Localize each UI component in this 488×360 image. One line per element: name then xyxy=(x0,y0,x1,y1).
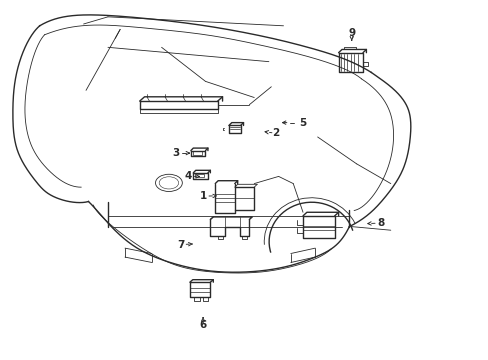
Text: 8: 8 xyxy=(377,218,384,228)
Text: 6: 6 xyxy=(199,320,206,330)
Text: 3: 3 xyxy=(172,148,180,158)
Text: 4: 4 xyxy=(184,171,192,181)
Text: 2: 2 xyxy=(272,129,279,138)
Bar xyxy=(195,174,203,177)
Text: 1: 1 xyxy=(199,191,206,201)
Text: 5: 5 xyxy=(299,118,306,128)
Bar xyxy=(192,151,201,155)
Text: 7: 7 xyxy=(177,239,184,249)
Text: 9: 9 xyxy=(347,28,355,38)
